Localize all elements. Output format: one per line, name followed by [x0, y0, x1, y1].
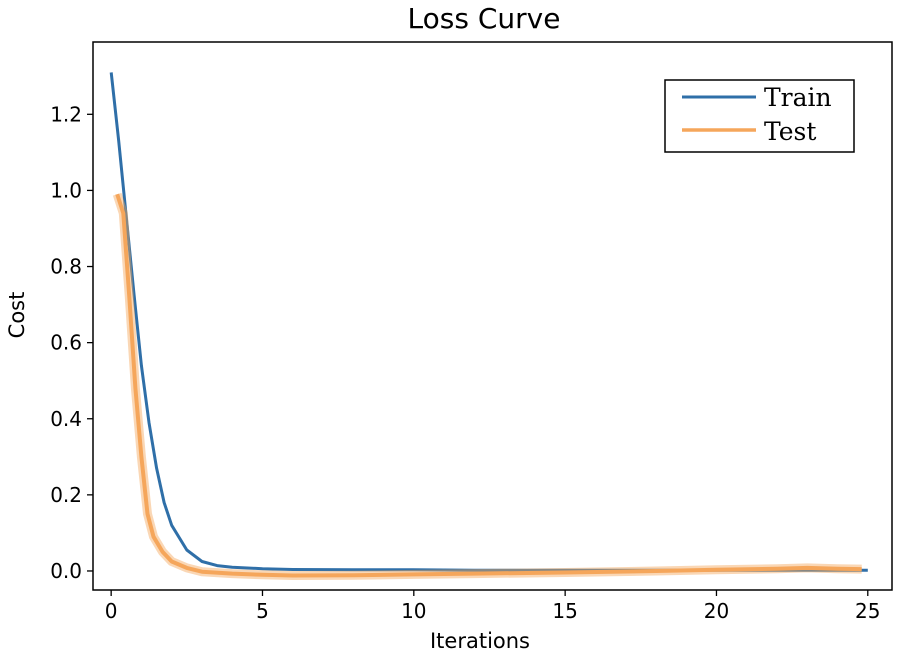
x-tick-label: 15 [552, 599, 577, 623]
y-tick-label: 0.8 [50, 255, 82, 279]
y-tick-label: 0.4 [50, 407, 82, 431]
legend-box [664, 79, 855, 153]
y-tick-label: 0.0 [50, 559, 82, 583]
legend-label-train: Train [764, 83, 832, 112]
chart-title: Loss Curve [408, 2, 561, 35]
legend: Train Test [664, 79, 855, 153]
x-tick-label: 10 [401, 599, 426, 623]
y-tick-label: 1.0 [50, 178, 82, 202]
x-tick-label: 20 [704, 599, 729, 623]
ticks-layer: 0 5 10 15 20 25 0.0 0.2 0.4 0.6 0.8 1.0 1.2 [50, 102, 880, 623]
x-axis-label: Iterations [430, 629, 530, 653]
x-tick-label: 25 [855, 599, 880, 623]
x-tick-label: 0 [105, 599, 118, 623]
legend-label-test: Test [764, 117, 816, 146]
plot-frame [92, 41, 893, 591]
series-line-test [115, 193, 862, 578]
x-tick-label: 5 [256, 599, 269, 623]
y-tick-label: 1.2 [50, 102, 82, 126]
y-tick-label: 0.2 [50, 483, 82, 507]
series-layer [109, 72, 868, 580]
y-tick-label: 0.6 [50, 331, 82, 355]
y-axis-label: Cost [5, 292, 29, 339]
series-line-test-halo [112, 192, 862, 580]
